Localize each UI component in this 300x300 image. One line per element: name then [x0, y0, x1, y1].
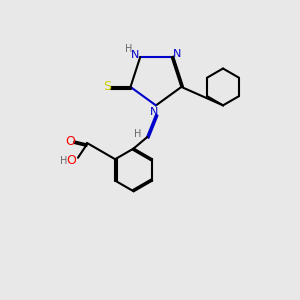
Text: N: N — [150, 107, 159, 117]
Text: O: O — [67, 154, 76, 167]
Text: H: H — [125, 44, 133, 54]
Text: O: O — [66, 135, 76, 148]
Text: S: S — [103, 80, 111, 93]
Text: N: N — [173, 49, 181, 59]
Text: H: H — [60, 156, 68, 166]
Text: N: N — [131, 50, 139, 60]
Text: H: H — [134, 129, 142, 139]
